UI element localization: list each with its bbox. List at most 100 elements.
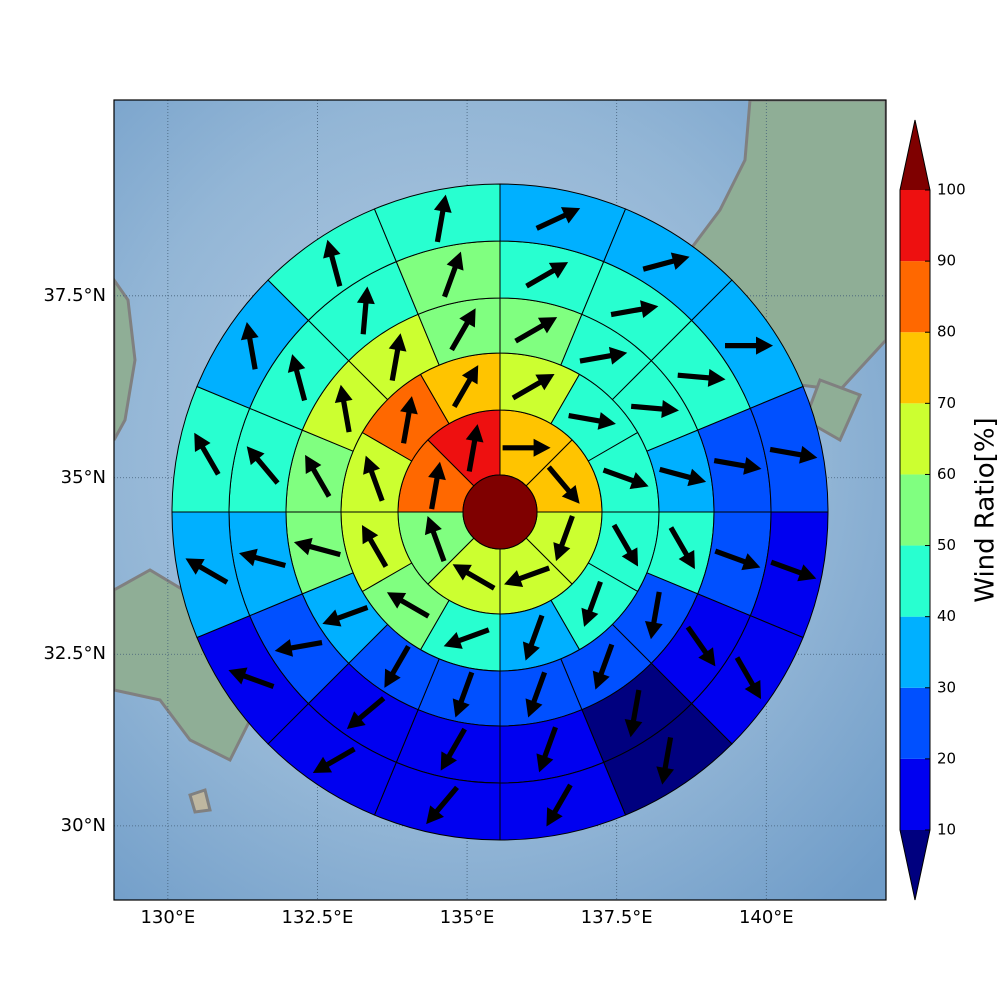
wind-arrow	[546, 465, 580, 504]
colorbar-tick-label: 90	[937, 252, 956, 270]
wind-arrow	[293, 537, 341, 558]
ticks: 130°E 132.5°E 135°E 137.5°E 140°E 30°N 32.5°N 3…	[43, 285, 793, 928]
wind-arrow	[442, 251, 464, 298]
colorbar-segment	[900, 545, 930, 617]
colorbar-segment	[900, 190, 930, 262]
wind-arrow	[449, 308, 476, 352]
wind-arrow	[238, 548, 287, 569]
x-tick-label: 137.5°E	[581, 907, 653, 928]
wind-arrow	[440, 727, 467, 771]
colorbar-tick-label: 20	[937, 749, 956, 767]
colorbar-segment	[900, 332, 930, 404]
wind-arrow	[334, 384, 353, 433]
colorbar-tick-label: 50	[937, 536, 956, 554]
wind-arrow	[287, 354, 308, 402]
wind-arrow	[388, 333, 407, 382]
wind-arrow	[228, 667, 275, 690]
wind-arrow	[656, 736, 675, 785]
x-tick-label: 140°E	[739, 907, 794, 928]
wind-arrow	[630, 400, 679, 418]
wind-arrow	[714, 548, 761, 571]
colorbar-segment	[900, 403, 930, 475]
wind-arrow	[452, 671, 475, 718]
wind-arrow	[194, 432, 221, 476]
y-tick-label: 37.5°N	[43, 285, 106, 306]
wind-arrow	[725, 336, 774, 355]
wind-arrow	[770, 559, 817, 582]
colorbar: 10 20 30 40 50 60 70 80 90 100	[899, 119, 966, 901]
wind-arrow	[504, 565, 551, 588]
wind-arrow	[428, 461, 446, 510]
colorbar-tick-label: 60	[937, 465, 956, 483]
wind-arrow	[400, 396, 418, 444]
wind-arrow	[361, 524, 389, 568]
center-disk	[462, 474, 538, 550]
wind-arrow	[677, 368, 726, 387]
wind-arrow	[322, 604, 369, 627]
land	[114, 568, 252, 763]
wind-arrow	[624, 689, 643, 738]
wind-arrow	[535, 207, 581, 231]
colorbar-segment	[900, 261, 930, 333]
colorbar-extend	[900, 830, 930, 900]
wind-arrow	[246, 446, 280, 485]
wind-arrow	[734, 656, 762, 700]
wind-arrow	[511, 373, 555, 401]
wind-arrow	[769, 445, 818, 464]
colorbar-segment	[900, 758, 930, 830]
colorbar-segment	[900, 474, 930, 546]
wind-arrow	[579, 346, 628, 365]
wind-arrow	[525, 671, 548, 718]
wind-arrow	[386, 592, 430, 619]
x-tick-label: 132.5°E	[282, 907, 354, 928]
wind-arrow	[546, 783, 573, 827]
wind-arrow	[642, 252, 690, 272]
axes-frame	[113, 99, 887, 901]
wind-arrow	[553, 515, 575, 562]
wind-arrow	[514, 317, 558, 344]
y-tick-label: 30°N	[61, 815, 106, 836]
x-tick-label: 130°E	[140, 907, 195, 928]
colorbar-tick-label: 10	[937, 821, 956, 839]
x-tick-label: 135°E	[440, 907, 495, 928]
colorbar-tick-label: 40	[937, 607, 956, 625]
wind-arrow	[602, 467, 649, 490]
wind-arrow	[346, 696, 386, 730]
wind-arrow	[323, 239, 343, 287]
wind-arrow	[610, 300, 659, 319]
wind-arrow	[433, 194, 452, 243]
wind-arrow	[363, 455, 385, 502]
wind-arrow	[356, 286, 375, 335]
wind-arrow	[305, 454, 332, 498]
sector	[373, 183, 501, 263]
wind-arrow	[668, 526, 695, 570]
wind-arrow	[465, 424, 484, 472]
wind-arrow	[274, 639, 323, 657]
y-tick-label: 35°N	[61, 467, 106, 488]
wind-arrow	[592, 643, 615, 690]
wind-arrow	[644, 591, 663, 640]
wind-arrow	[424, 516, 447, 563]
colorbar-segment	[900, 616, 930, 688]
wind-arrow	[685, 625, 716, 667]
colorbar-segment	[900, 687, 930, 759]
colorbar-tick-label: 30	[937, 678, 956, 696]
colorbar-tick-label: 80	[937, 323, 956, 341]
wind-arrow	[185, 558, 229, 585]
wind-arrow	[522, 614, 545, 661]
colorbar-extend	[900, 120, 930, 190]
wind-rose	[171, 183, 829, 841]
y-tick-label: 32.5°N	[43, 643, 106, 664]
colorbar-label: Wind Ratio[%]	[971, 417, 1000, 602]
wind-arrow	[525, 262, 569, 289]
wind-arrow	[312, 746, 356, 774]
wind-arrow	[426, 785, 459, 825]
wind-arrow	[713, 457, 762, 475]
wind-arrow	[581, 580, 603, 627]
wind-arrow	[452, 564, 496, 591]
wind-arrow	[659, 466, 707, 487]
wind-arrow	[443, 627, 490, 649]
colorbar-tick-label: 100	[937, 181, 966, 199]
colorbar-tick-label: 70	[937, 394, 956, 412]
